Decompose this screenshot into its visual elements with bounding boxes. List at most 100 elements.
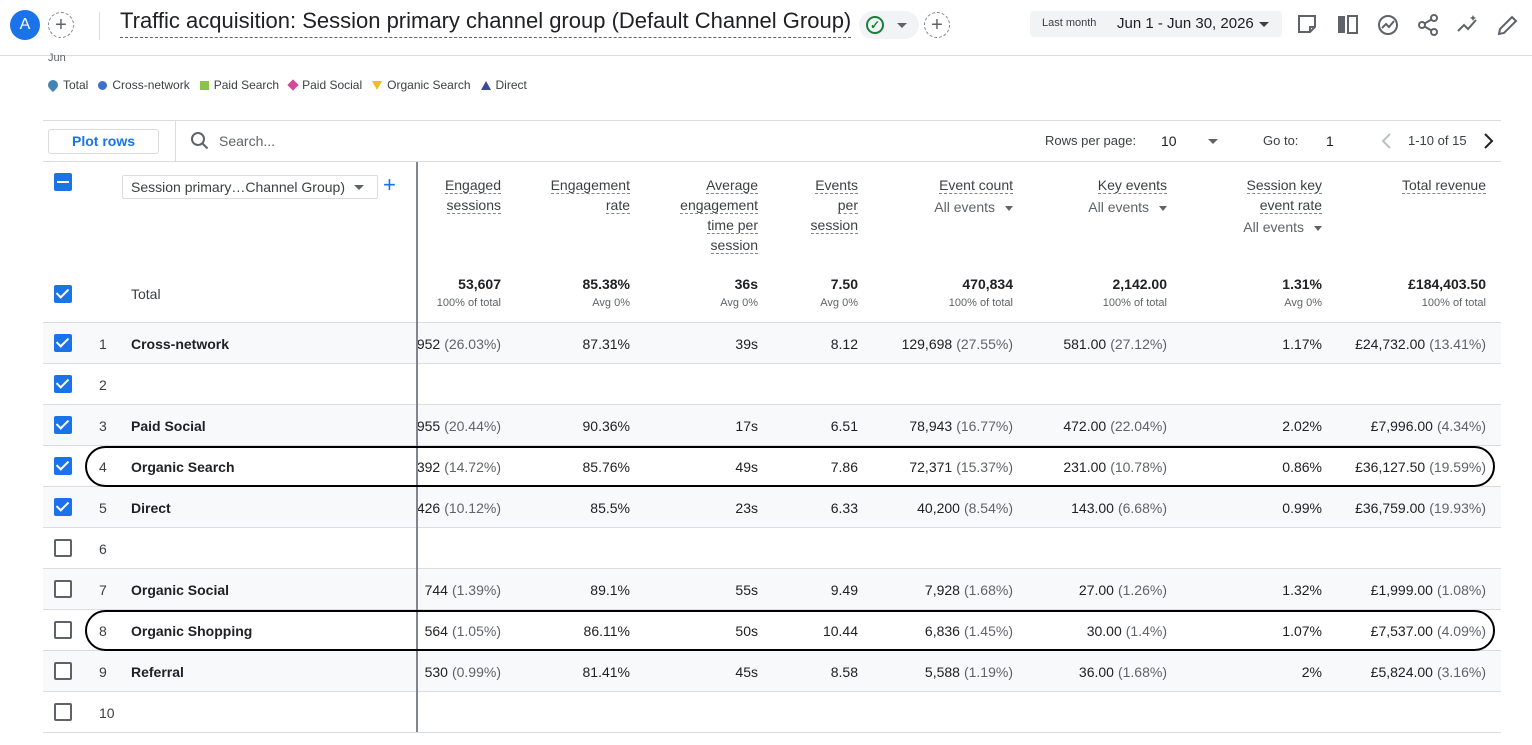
row-checkbox[interactable] [54, 580, 72, 598]
column-header-key-events[interactable]: Key events All events [1088, 175, 1167, 217]
account-avatar[interactable]: A [10, 10, 40, 40]
cell-percent: (0.99%) [451, 664, 501, 680]
chevron-down-icon[interactable] [1208, 139, 1218, 144]
add-dimension-button[interactable]: + [383, 172, 396, 197]
channel-name[interactable]: Organic Search [131, 459, 235, 475]
row-checkbox[interactable] [54, 498, 72, 516]
plot-rows-button[interactable]: Plot rows [48, 129, 159, 154]
table-row[interactable]: 10 [43, 692, 1501, 733]
chevron-down-icon [1259, 22, 1269, 27]
table-row[interactable]: 8 Organic Shopping 564 (1.05%) 86.11% 50s 10.4… [43, 610, 1501, 651]
cell-percent: (19.93%) [1429, 500, 1486, 516]
cell-value: 87.31% [582, 336, 630, 352]
table-row[interactable]: 4 Organic Search 392 (14.72%) 85.76% 49s 7.86 7… [43, 446, 1501, 487]
channel-name[interactable]: Cross-network [131, 336, 230, 352]
add-report-button[interactable]: + [924, 12, 950, 38]
cell-percent: (1.4%) [1125, 623, 1167, 639]
table-row[interactable]: 1 Cross-network 952 (26.03%) 87.31% 39s 8.12 12… [43, 323, 1501, 364]
report-title[interactable]: Traffic acquisition: Session primary cha… [120, 8, 852, 38]
row-checkbox[interactable] [54, 416, 72, 434]
divider [175, 121, 176, 161]
search-input[interactable] [219, 131, 519, 151]
event-filter-dropdown[interactable]: All events [934, 197, 1013, 217]
row-checkbox[interactable] [54, 457, 72, 475]
legend-label: Total [63, 78, 89, 92]
cell-percent: (8.54%) [963, 500, 1013, 516]
compare-icon[interactable] [1295, 12, 1321, 38]
share-icon[interactable] [1415, 12, 1441, 38]
row-checkbox[interactable] [54, 662, 72, 680]
row-checkbox[interactable] [54, 334, 72, 352]
table-row[interactable]: 2 [43, 364, 1501, 405]
channel-name[interactable]: Organic Social [131, 582, 230, 598]
column-header-session-key-event-rate[interactable]: Session key event rate All events [1243, 175, 1322, 237]
chevron-down-icon [1314, 225, 1322, 231]
event-filter-label: All events [934, 199, 995, 215]
insights-icon[interactable] [1375, 12, 1401, 38]
legend-item-direct[interactable]: Direct [480, 78, 527, 92]
legend-item-paid-search[interactable]: Paid Search [199, 78, 279, 92]
channel-name[interactable]: Referral [131, 664, 184, 680]
add-comparison-button[interactable]: + [48, 12, 74, 38]
cell-percent: (1.68%) [963, 582, 1013, 598]
channel-name[interactable]: Organic Shopping [131, 623, 253, 639]
chart-axis-tick: Jun [48, 52, 66, 64]
customize-icon[interactable] [1335, 12, 1361, 38]
cell-avg-engagement-time: 39s [735, 336, 758, 352]
cell-engagement-rate: 86.11% [584, 623, 630, 639]
cell-value: 30.00 [1086, 623, 1122, 639]
cell-session-key-event-rate: 0.99% [1282, 500, 1322, 516]
column-header-label: per [837, 197, 858, 214]
cell-event-count: 78,943 (16.77%) [909, 418, 1013, 434]
column-header-avg-engagement-time[interactable]: Average engagement time per session [680, 175, 758, 255]
column-header-engaged-sessions[interactable]: Engaged sessions [444, 175, 501, 215]
select-all-checkbox[interactable] [54, 173, 72, 191]
event-filter-dropdown[interactable]: All events [1243, 217, 1322, 237]
legend-item-total[interactable]: Total [45, 77, 89, 93]
total-row-checkbox[interactable] [54, 285, 72, 303]
row-checkbox[interactable] [54, 703, 72, 721]
channel-name[interactable]: Paid Social [131, 418, 206, 434]
legend-item-cross-network[interactable]: Cross-network [98, 78, 190, 92]
cell-value: 45s [735, 664, 758, 680]
total-subtext: Avg 0% [1284, 297, 1322, 309]
row-checkbox[interactable] [54, 539, 72, 557]
cell-value: 952 [416, 336, 441, 352]
table-row[interactable]: 6 [43, 528, 1501, 569]
row-index: 7 [99, 582, 107, 598]
edit-icon[interactable] [1495, 12, 1521, 38]
cell-key-events: 30.00 (1.4%) [1087, 623, 1167, 639]
table-row[interactable]: 3 Paid Social 955 (20.44%) 90.36% 17s 6.51 78,9… [43, 405, 1501, 446]
legend-item-organic-search[interactable]: Organic Search [372, 78, 471, 92]
cell-avg-engagement-time: 17s [735, 418, 758, 434]
go-to-input[interactable]: 1 [1326, 133, 1334, 149]
cell-percent: (26.03%) [444, 336, 501, 352]
cell-event-count: 129,698 (27.55%) [902, 336, 1013, 352]
report-status-dropdown[interactable]: ✓ [859, 11, 919, 39]
channel-name[interactable]: Direct [131, 500, 171, 516]
table-row[interactable]: 7 Organic Social 744 (1.39%) 89.1% 55s 9.49 7,9… [43, 569, 1501, 610]
column-header-total-revenue[interactable]: Total revenue [1401, 175, 1486, 195]
row-checkbox[interactable] [54, 375, 72, 393]
cell-events-per-session: 7.86 [831, 459, 858, 475]
rows-per-page-select[interactable]: 10 [1161, 133, 1177, 149]
row-checkbox[interactable] [54, 621, 72, 639]
date-range-picker[interactable]: Last month Jun 1 - Jun 30, 2026 [1030, 11, 1282, 37]
chevron-left-icon[interactable] [1380, 132, 1394, 150]
chart-legend: Total Cross-network Paid Search Paid Soc… [45, 77, 527, 93]
column-header-events-per-session[interactable]: Events per session [810, 175, 858, 235]
cell-value: 2.02% [1282, 418, 1322, 434]
column-header-engagement-rate[interactable]: Engagement rate [550, 175, 630, 215]
cell-value: £5,824.00 [1370, 664, 1433, 680]
chevron-right-icon[interactable] [1481, 132, 1495, 150]
trend-icon[interactable] [1455, 12, 1481, 38]
legend-item-paid-social[interactable]: Paid Social [287, 78, 362, 92]
dimension-selector[interactable]: Session primary…Channel Group) [122, 175, 378, 199]
table-row[interactable]: 5 Direct 426 (10.12%) 85.5% 23s 6.33 40,200 (8.5… [43, 487, 1501, 528]
column-header-event-count[interactable]: Event count All events [934, 175, 1013, 217]
total-row-label: Total [131, 286, 161, 302]
event-filter-dropdown[interactable]: All events [1088, 197, 1167, 217]
table-row[interactable]: 9 Referral 530 (0.99%) 81.41% 45s 8.58 5,588 (1.… [43, 651, 1501, 692]
column-header-label: Events [815, 177, 858, 194]
cell-value: 90.36% [582, 418, 630, 434]
